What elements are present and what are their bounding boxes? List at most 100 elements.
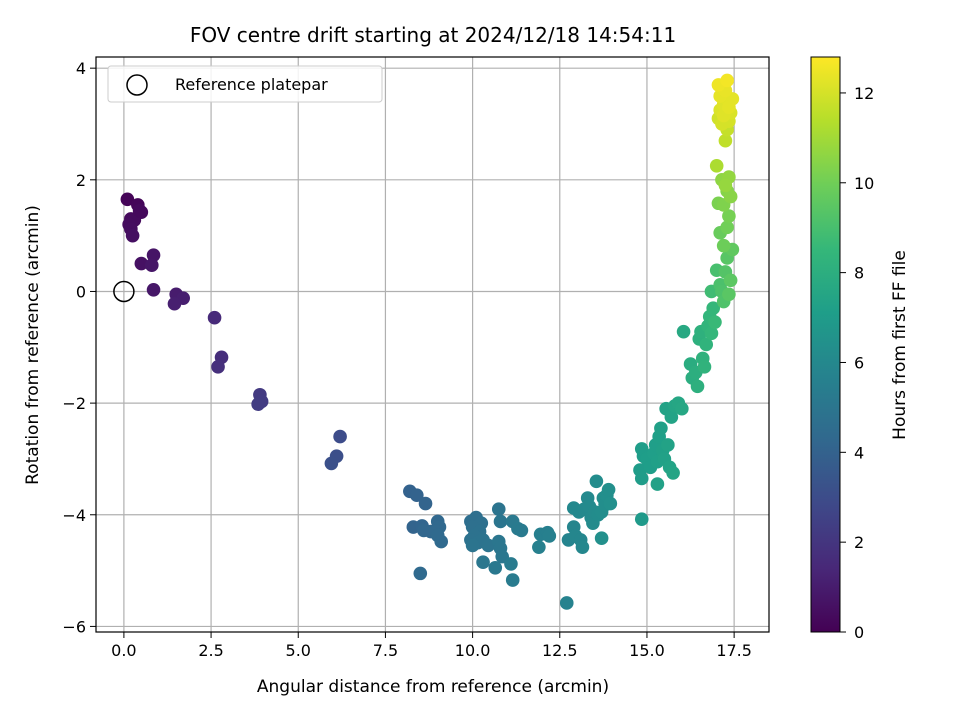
data-point bbox=[542, 529, 557, 543]
data-point bbox=[167, 296, 182, 311]
data-point bbox=[654, 421, 668, 436]
data-point bbox=[723, 189, 738, 204]
data-point bbox=[594, 531, 609, 546]
data-point bbox=[634, 512, 649, 527]
data-point bbox=[664, 410, 679, 424]
data-point bbox=[491, 502, 506, 516]
data-point bbox=[493, 514, 508, 529]
data-point bbox=[716, 238, 731, 253]
colorbar-ticks: 0 2 4 6 8 10 12 bbox=[840, 84, 874, 642]
data-point bbox=[722, 100, 736, 115]
x-tick-label: 12.5 bbox=[542, 641, 578, 660]
data-point bbox=[706, 301, 721, 316]
legend-marker-reference bbox=[126, 74, 148, 96]
data-point bbox=[488, 561, 503, 575]
data-point bbox=[697, 360, 712, 374]
data-point bbox=[505, 573, 520, 587]
data-point bbox=[676, 324, 691, 339]
x-axis-ticks: 0.0 2.5 5.0 7.5 10.0 12.5 15.0 17.5 bbox=[111, 632, 752, 660]
legend-entry-reference: Reference platepar bbox=[175, 75, 328, 94]
data-point bbox=[722, 287, 736, 302]
data-point bbox=[418, 496, 433, 511]
data-point bbox=[146, 282, 161, 297]
data-point bbox=[603, 496, 618, 511]
data-point bbox=[146, 248, 161, 262]
data-point bbox=[465, 538, 480, 553]
data-point bbox=[650, 477, 665, 491]
legend: Reference platepar bbox=[107, 65, 383, 103]
data-point bbox=[634, 442, 649, 456]
data-point bbox=[709, 159, 724, 173]
colorbar-tick-label: 6 bbox=[854, 353, 864, 372]
reference-platepar-marker bbox=[113, 280, 135, 303]
data-point bbox=[720, 220, 734, 235]
x-tick-label: 2.5 bbox=[198, 641, 223, 660]
colorbar-tick-label: 8 bbox=[854, 264, 864, 283]
data-point bbox=[589, 474, 604, 489]
data-point bbox=[120, 192, 135, 207]
reference-marker-layer bbox=[113, 280, 135, 303]
data-point bbox=[601, 482, 616, 497]
data-point bbox=[723, 273, 738, 288]
x-axis-label: Angular distance from reference (arcmin) bbox=[257, 677, 609, 697]
data-point bbox=[251, 397, 265, 412]
data-point bbox=[207, 310, 222, 325]
colorbar bbox=[810, 56, 841, 633]
y-tick-label: 0 bbox=[76, 282, 86, 301]
colorbar-tick-label: 12 bbox=[854, 84, 874, 103]
data-point bbox=[699, 337, 714, 352]
data-point bbox=[559, 596, 574, 610]
data-point bbox=[718, 178, 733, 193]
data-point bbox=[333, 429, 347, 444]
x-tick-label: 0.0 bbox=[111, 641, 136, 660]
colorbar-tick-label: 4 bbox=[854, 443, 864, 462]
chart-title: FOV centre drift starting at 2024/12/18 … bbox=[190, 23, 676, 47]
data-point bbox=[514, 523, 529, 538]
data-point bbox=[704, 326, 719, 341]
x-tick-label: 15.0 bbox=[629, 641, 665, 660]
legend-box bbox=[107, 65, 383, 103]
x-tick-label: 10.0 bbox=[455, 641, 491, 660]
data-point bbox=[211, 360, 225, 374]
data-point bbox=[575, 540, 590, 554]
data-point bbox=[481, 538, 496, 553]
data-point bbox=[720, 73, 734, 88]
y-axis-label: Rotation from reference (arcmin) bbox=[23, 205, 43, 485]
data-point bbox=[410, 488, 424, 503]
y-tick-label: 4 bbox=[76, 59, 86, 78]
data-point bbox=[413, 566, 428, 581]
colorbar-tick-label: 10 bbox=[854, 174, 874, 193]
y-tick-label: −6 bbox=[62, 617, 86, 636]
data-point bbox=[690, 379, 705, 394]
colorbar-label: Hours from first FF file bbox=[890, 250, 910, 440]
data-point bbox=[434, 534, 449, 549]
x-tick-label: 17.5 bbox=[716, 641, 752, 660]
colorbar-tick-label: 0 bbox=[854, 623, 864, 642]
data-point bbox=[324, 456, 339, 471]
y-axis-ticks: 4 2 0 −2 −4 −6 bbox=[62, 59, 96, 636]
data-point bbox=[125, 228, 140, 243]
data-point bbox=[722, 209, 736, 223]
data-point bbox=[675, 401, 689, 416]
data-point bbox=[634, 471, 649, 486]
data-point bbox=[718, 133, 733, 148]
data-point bbox=[476, 555, 490, 570]
data-point bbox=[134, 256, 149, 271]
data-point bbox=[532, 540, 546, 554]
data-points bbox=[120, 73, 740, 610]
plot-area-frame bbox=[95, 56, 770, 633]
y-tick-label: 2 bbox=[76, 171, 86, 190]
y-tick-label: −2 bbox=[62, 394, 86, 413]
data-point bbox=[666, 466, 680, 480]
data-point bbox=[661, 438, 675, 452]
x-tick-label: 7.5 bbox=[373, 641, 398, 660]
data-point bbox=[708, 315, 722, 329]
colorbar-tick-label: 2 bbox=[854, 533, 864, 552]
data-point bbox=[132, 203, 147, 218]
y-tick-label: −4 bbox=[62, 506, 86, 525]
x-tick-label: 5.0 bbox=[286, 641, 311, 660]
data-point bbox=[504, 557, 518, 571]
data-point bbox=[144, 258, 159, 273]
